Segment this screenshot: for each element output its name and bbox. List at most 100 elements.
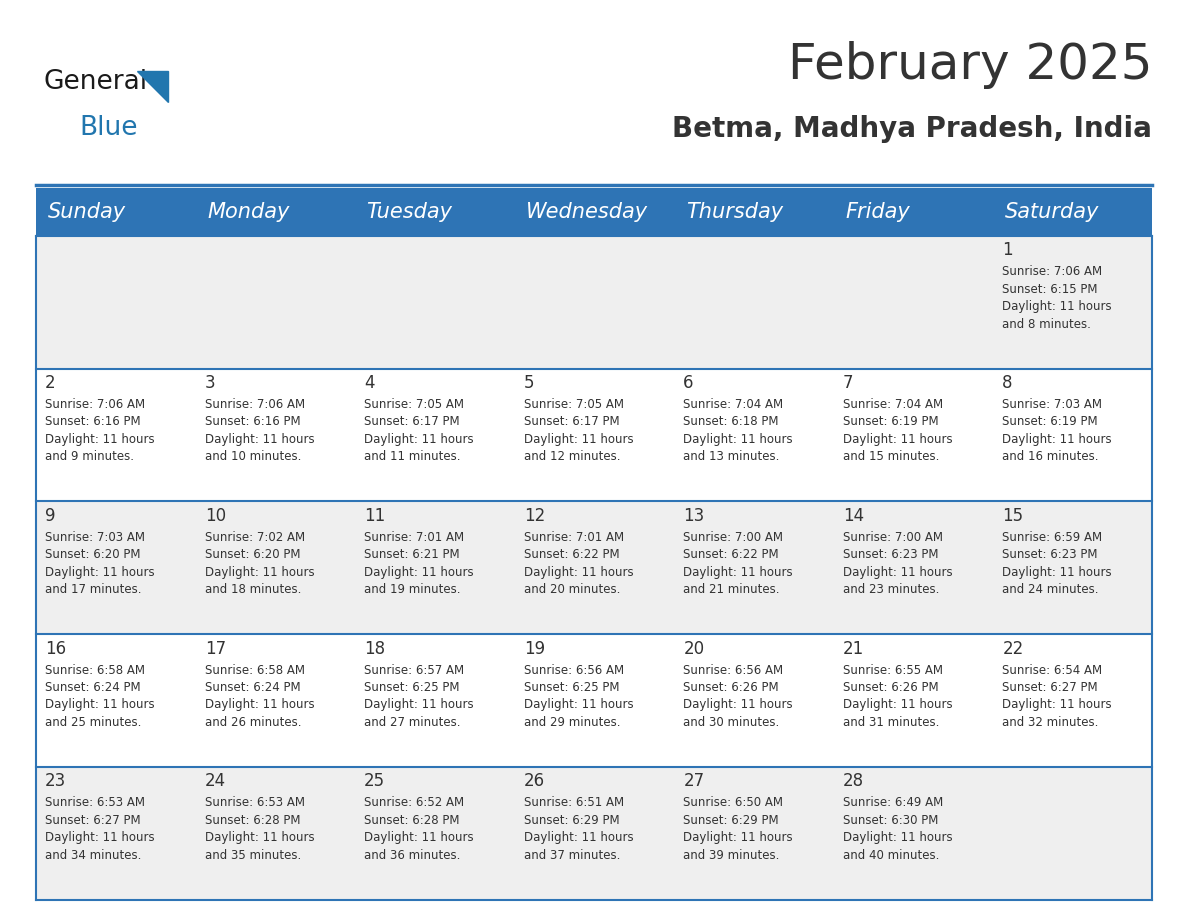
Text: Daylight: 11 hours: Daylight: 11 hours: [1003, 300, 1112, 313]
Text: Friday: Friday: [845, 202, 910, 222]
Text: Daylight: 11 hours: Daylight: 11 hours: [842, 831, 953, 845]
Text: and 20 minutes.: and 20 minutes.: [524, 583, 620, 596]
Text: 7: 7: [842, 375, 853, 392]
Text: Daylight: 11 hours: Daylight: 11 hours: [683, 433, 792, 446]
Text: Sunset: 6:25 PM: Sunset: 6:25 PM: [365, 681, 460, 694]
Text: Daylight: 11 hours: Daylight: 11 hours: [524, 433, 633, 446]
Text: Sunrise: 7:02 AM: Sunrise: 7:02 AM: [204, 531, 305, 543]
Text: and 9 minutes.: and 9 minutes.: [45, 451, 134, 464]
Text: and 25 minutes.: and 25 minutes.: [45, 716, 141, 729]
Text: Daylight: 11 hours: Daylight: 11 hours: [204, 831, 315, 845]
Text: and 36 minutes.: and 36 minutes.: [365, 848, 461, 862]
Text: Sunset: 6:20 PM: Sunset: 6:20 PM: [45, 548, 140, 561]
Text: General: General: [44, 69, 148, 95]
Text: and 32 minutes.: and 32 minutes.: [1003, 716, 1099, 729]
Text: Daylight: 11 hours: Daylight: 11 hours: [45, 699, 154, 711]
Text: Daylight: 11 hours: Daylight: 11 hours: [1003, 433, 1112, 446]
Text: 27: 27: [683, 772, 704, 790]
Text: 23: 23: [45, 772, 67, 790]
Text: 22: 22: [1003, 640, 1024, 657]
Text: and 21 minutes.: and 21 minutes.: [683, 583, 779, 596]
Text: and 12 minutes.: and 12 minutes.: [524, 451, 620, 464]
Text: Sunrise: 7:01 AM: Sunrise: 7:01 AM: [365, 531, 465, 543]
Text: 24: 24: [204, 772, 226, 790]
Text: and 15 minutes.: and 15 minutes.: [842, 451, 940, 464]
Text: 18: 18: [365, 640, 385, 657]
Text: Sunset: 6:17 PM: Sunset: 6:17 PM: [524, 416, 619, 429]
Text: Sunset: 6:28 PM: Sunset: 6:28 PM: [204, 813, 301, 827]
Text: 4: 4: [365, 375, 374, 392]
Text: and 23 minutes.: and 23 minutes.: [842, 583, 940, 596]
Text: Sunrise: 7:06 AM: Sunrise: 7:06 AM: [45, 398, 145, 411]
Text: Daylight: 11 hours: Daylight: 11 hours: [683, 831, 792, 845]
Bar: [36, 236, 1152, 369]
Text: Sunset: 6:29 PM: Sunset: 6:29 PM: [524, 813, 619, 827]
Text: Daylight: 11 hours: Daylight: 11 hours: [365, 831, 474, 845]
Text: Sunset: 6:23 PM: Sunset: 6:23 PM: [1003, 548, 1098, 561]
Text: Sunrise: 7:00 AM: Sunrise: 7:00 AM: [683, 531, 783, 543]
Bar: [36, 369, 1152, 501]
Text: 25: 25: [365, 772, 385, 790]
Text: Daylight: 11 hours: Daylight: 11 hours: [524, 831, 633, 845]
Text: 8: 8: [1003, 375, 1013, 392]
Text: Daylight: 11 hours: Daylight: 11 hours: [842, 433, 953, 446]
Text: Sunset: 6:29 PM: Sunset: 6:29 PM: [683, 813, 779, 827]
Text: and 35 minutes.: and 35 minutes.: [204, 848, 301, 862]
Text: and 31 minutes.: and 31 minutes.: [842, 716, 940, 729]
Text: and 40 minutes.: and 40 minutes.: [842, 848, 940, 862]
Text: and 27 minutes.: and 27 minutes.: [365, 716, 461, 729]
Bar: [36, 501, 1152, 634]
Text: Sunrise: 7:01 AM: Sunrise: 7:01 AM: [524, 531, 624, 543]
Text: Sunset: 6:24 PM: Sunset: 6:24 PM: [204, 681, 301, 694]
Text: Sunset: 6:27 PM: Sunset: 6:27 PM: [45, 813, 140, 827]
Text: Sunrise: 7:05 AM: Sunrise: 7:05 AM: [365, 398, 465, 411]
Text: Sunrise: 7:06 AM: Sunrise: 7:06 AM: [1003, 265, 1102, 278]
Text: and 18 minutes.: and 18 minutes.: [204, 583, 301, 596]
Text: Sunrise: 6:49 AM: Sunrise: 6:49 AM: [842, 796, 943, 810]
Text: Sunrise: 6:51 AM: Sunrise: 6:51 AM: [524, 796, 624, 810]
Text: Sunrise: 6:55 AM: Sunrise: 6:55 AM: [842, 664, 943, 677]
Text: Wednesday: Wednesday: [526, 202, 649, 222]
Text: 16: 16: [45, 640, 67, 657]
Text: Sunset: 6:26 PM: Sunset: 6:26 PM: [683, 681, 779, 694]
Text: and 30 minutes.: and 30 minutes.: [683, 716, 779, 729]
Text: Daylight: 11 hours: Daylight: 11 hours: [365, 699, 474, 711]
Text: Daylight: 11 hours: Daylight: 11 hours: [365, 565, 474, 578]
Text: Daylight: 11 hours: Daylight: 11 hours: [842, 699, 953, 711]
Text: Daylight: 11 hours: Daylight: 11 hours: [1003, 565, 1112, 578]
Text: Sunset: 6:16 PM: Sunset: 6:16 PM: [204, 416, 301, 429]
Text: and 19 minutes.: and 19 minutes.: [365, 583, 461, 596]
Text: Sunset: 6:23 PM: Sunset: 6:23 PM: [842, 548, 939, 561]
Text: Sunrise: 6:53 AM: Sunrise: 6:53 AM: [45, 796, 145, 810]
Text: Sunrise: 7:03 AM: Sunrise: 7:03 AM: [45, 531, 145, 543]
Text: 1: 1: [1003, 241, 1013, 260]
Text: Daylight: 11 hours: Daylight: 11 hours: [683, 565, 792, 578]
Text: Sunrise: 7:03 AM: Sunrise: 7:03 AM: [1003, 398, 1102, 411]
Text: 2: 2: [45, 375, 56, 392]
Text: Sunrise: 7:00 AM: Sunrise: 7:00 AM: [842, 531, 943, 543]
Text: Sunrise: 7:04 AM: Sunrise: 7:04 AM: [683, 398, 783, 411]
Text: and 16 minutes.: and 16 minutes.: [1003, 451, 1099, 464]
Text: Sunset: 6:25 PM: Sunset: 6:25 PM: [524, 681, 619, 694]
Text: 20: 20: [683, 640, 704, 657]
Text: Sunset: 6:30 PM: Sunset: 6:30 PM: [842, 813, 939, 827]
Text: 26: 26: [524, 772, 545, 790]
Text: Betma, Madhya Pradesh, India: Betma, Madhya Pradesh, India: [672, 115, 1152, 143]
Polygon shape: [137, 71, 168, 102]
Text: Thursday: Thursday: [685, 202, 783, 222]
Text: Sunrise: 7:04 AM: Sunrise: 7:04 AM: [842, 398, 943, 411]
Text: Daylight: 11 hours: Daylight: 11 hours: [45, 565, 154, 578]
Text: Monday: Monday: [207, 202, 290, 222]
Text: Sunday: Sunday: [48, 202, 126, 222]
Text: Daylight: 11 hours: Daylight: 11 hours: [842, 565, 953, 578]
Text: Sunrise: 6:57 AM: Sunrise: 6:57 AM: [365, 664, 465, 677]
Text: and 17 minutes.: and 17 minutes.: [45, 583, 141, 596]
Text: 3: 3: [204, 375, 215, 392]
Text: Daylight: 11 hours: Daylight: 11 hours: [524, 699, 633, 711]
Text: 17: 17: [204, 640, 226, 657]
Text: 13: 13: [683, 507, 704, 525]
Text: 6: 6: [683, 375, 694, 392]
Text: 9: 9: [45, 507, 56, 525]
Text: Sunrise: 6:59 AM: Sunrise: 6:59 AM: [1003, 531, 1102, 543]
Text: February 2025: February 2025: [788, 41, 1152, 89]
